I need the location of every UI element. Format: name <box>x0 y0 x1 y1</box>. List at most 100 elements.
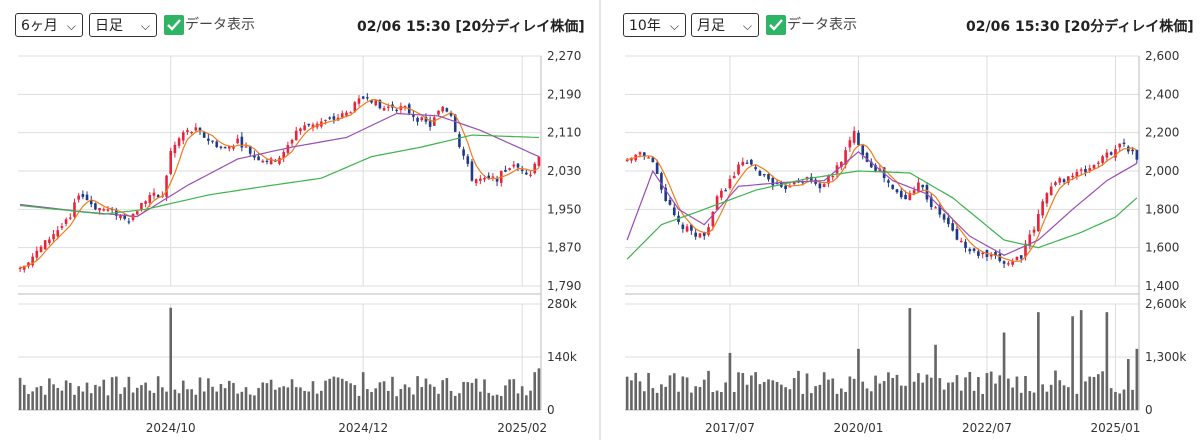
candle-down <box>874 165 877 171</box>
volume-bar <box>190 389 193 410</box>
volume-bar <box>520 386 524 410</box>
volume-bar <box>947 382 950 410</box>
volume-bar <box>152 392 156 410</box>
volume-bar <box>198 377 202 410</box>
candle-down <box>694 232 698 237</box>
candle-up <box>77 195 80 200</box>
candle-down <box>758 170 762 176</box>
candle-up <box>303 125 306 131</box>
volume-bar <box>1079 310 1083 410</box>
period-select[interactable]: 10年 ⌵ <box>623 13 686 37</box>
candle-up <box>286 145 290 153</box>
volume-bar <box>767 379 770 410</box>
volume-bar <box>827 379 830 410</box>
daily-chart-panel: 6ヶ月 ⌵ 日足 ⌵ データ表示 02/06 15:30 [20分ディレイ株価]… <box>0 0 599 440</box>
candle-up <box>625 159 629 162</box>
volume-bar <box>181 380 185 410</box>
volume-bar <box>1028 391 1032 410</box>
interval-select[interactable]: 日足 ⌵ <box>89 13 157 37</box>
volume-bar <box>261 382 265 410</box>
volume-bar <box>848 376 852 410</box>
moving-average-short <box>626 143 1138 262</box>
volume-tick-label: 2,600k <box>1145 297 1186 311</box>
volume-bar <box>253 395 256 410</box>
candle-up <box>102 209 106 211</box>
candle-up <box>299 128 302 132</box>
volume-bar <box>370 391 373 410</box>
volume-bar <box>737 372 740 410</box>
volume-bar <box>625 376 629 410</box>
candle-up <box>382 108 386 111</box>
price-tick-label: 2,000 <box>1145 164 1179 178</box>
volume-bar <box>48 378 51 410</box>
volume-bar <box>69 382 72 410</box>
candle-down <box>938 205 942 215</box>
candle-up <box>732 176 736 179</box>
data-display-checkbox[interactable] <box>766 15 786 35</box>
volume-bar <box>685 377 689 410</box>
daily-candlestick-chart: 1,790 1,870 1,950 2,030 2,110 2,190 2,270 0 140k… <box>18 49 581 435</box>
candle-down <box>921 184 925 188</box>
volume-bar <box>399 389 403 410</box>
timestamp: 02/06 15:30 [20分ディレイ株価] <box>966 19 1194 35</box>
candle-up <box>98 207 101 211</box>
candle-down <box>412 114 415 117</box>
volume-bar <box>874 375 877 410</box>
candle-up <box>1015 256 1019 261</box>
timestamp: 02/06 15:30 [20分ディレイ株価] <box>357 19 585 35</box>
volume-bar <box>441 380 444 410</box>
monthly-chart-panel: 10年 ⌵ 月足 ⌵ データ表示 02/06 15:30 [20分ディレイ株価]… <box>601 0 1200 440</box>
volume-bar <box>647 372 650 410</box>
candle-down <box>219 146 223 148</box>
candle-down <box>198 127 202 131</box>
candle-up <box>1045 193 1049 204</box>
volume-bar <box>140 385 143 410</box>
candle-down <box>462 149 465 156</box>
candle-down <box>745 162 749 164</box>
interval-select[interactable]: 月足 ⌵ <box>691 13 759 37</box>
volume-bar <box>702 379 706 410</box>
volume-bar <box>792 378 796 410</box>
panel-divider <box>599 0 601 440</box>
candle-down <box>156 195 160 198</box>
data-display-checkbox[interactable] <box>164 15 184 35</box>
volume-bar <box>269 379 273 410</box>
volume-bar <box>499 395 503 410</box>
candle-up <box>715 196 719 210</box>
candle-up <box>512 164 516 167</box>
check-icon <box>769 19 783 31</box>
volume-bar <box>1105 312 1109 410</box>
candle-up <box>1011 261 1014 265</box>
volume-bar <box>315 393 319 410</box>
volume-bar <box>525 395 528 410</box>
volume-bar <box>660 384 663 410</box>
volume-bar <box>445 378 449 410</box>
candle-up <box>282 152 285 159</box>
candle-up <box>474 179 478 184</box>
interval-select-value: 月足 <box>697 18 725 34</box>
candle-up <box>43 240 47 250</box>
volume-bar <box>98 386 101 410</box>
candle-up <box>152 192 156 196</box>
candle-up <box>1088 168 1092 171</box>
candle-down <box>424 117 428 122</box>
volume-bar <box>630 380 633 410</box>
volume-bar <box>857 348 860 410</box>
candle-down <box>1109 152 1113 155</box>
candle-down <box>445 108 449 112</box>
candle-up <box>908 192 912 201</box>
volume-bar <box>123 387 126 410</box>
candle-down <box>416 117 419 122</box>
volume-bar <box>758 384 762 410</box>
candle-down <box>253 154 256 158</box>
candle-down <box>702 231 706 236</box>
candle-up <box>1049 186 1053 196</box>
candle-down <box>207 138 210 141</box>
volume-bar <box>1049 384 1053 410</box>
period-select[interactable]: 6ヶ月 ⌵ <box>15 13 83 37</box>
volume-bar <box>917 373 920 410</box>
volume-bar <box>728 352 732 410</box>
candle-up <box>64 219 68 224</box>
candle-up <box>1024 243 1027 257</box>
candle-up <box>27 262 30 267</box>
